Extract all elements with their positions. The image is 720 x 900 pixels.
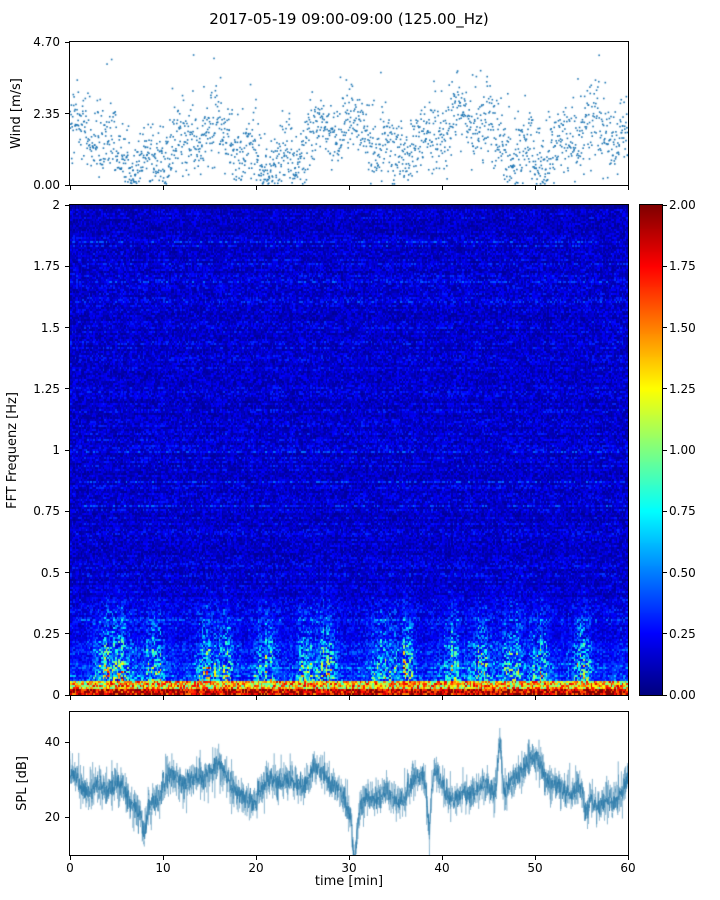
y-tick-label: 0.75 bbox=[33, 504, 60, 519]
x-tick-mark bbox=[348, 856, 350, 860]
y-tick-label: 0.25 bbox=[33, 626, 60, 641]
x-tick-label: 60 bbox=[620, 861, 636, 875]
x-tick-label: 40 bbox=[434, 861, 450, 875]
y-tick-mark bbox=[65, 41, 69, 43]
x-tick-mark bbox=[441, 186, 443, 190]
y-tick-label: 20 bbox=[44, 810, 60, 825]
colorbar-tick-label: 0.25 bbox=[669, 626, 696, 641]
y-tick-mark bbox=[65, 572, 69, 573]
x-tick-mark bbox=[69, 856, 71, 860]
y-tick-mark bbox=[65, 184, 69, 186]
x-tick-label: 10 bbox=[155, 861, 171, 875]
x-axis-label: time [min] bbox=[314, 874, 384, 889]
y-tick-label: 2 bbox=[52, 198, 60, 212]
colorbar-tick-mark bbox=[663, 694, 667, 696]
x-tick-mark bbox=[441, 856, 443, 860]
colorbar-tick-label: 0.00 bbox=[669, 688, 696, 702]
y-tick-label: 0 bbox=[52, 688, 60, 702]
y-tick-mark bbox=[65, 113, 69, 114]
y-tick-label: 1.75 bbox=[33, 259, 60, 274]
x-tick-mark bbox=[534, 696, 536, 700]
y-tick-mark bbox=[65, 816, 69, 818]
y-tick-label: 2.35 bbox=[33, 106, 60, 121]
y-tick-mark bbox=[65, 510, 69, 512]
y-tick-mark bbox=[65, 204, 69, 206]
colorbar-tick-label: 2.00 bbox=[669, 198, 696, 212]
y-tick-label: 4.70 bbox=[33, 35, 60, 49]
x-tick-mark bbox=[162, 696, 164, 700]
colorbar-tick-mark bbox=[663, 572, 667, 573]
colorbar-tick-label: 0.75 bbox=[669, 504, 696, 519]
x-tick-label: 0 bbox=[66, 861, 74, 875]
y-tick-label: 1.25 bbox=[33, 381, 60, 396]
x-tick-mark bbox=[255, 186, 257, 190]
spl-y-axis-label: SPL [dB] bbox=[10, 712, 34, 855]
colorbar-tick-label: 1.75 bbox=[669, 259, 696, 274]
spl-line-plot bbox=[69, 711, 629, 856]
colorbar-tick-mark bbox=[663, 204, 667, 206]
y-tick-label: 0.5 bbox=[40, 565, 60, 580]
x-tick-mark bbox=[162, 186, 164, 190]
y-tick-mark bbox=[65, 327, 69, 328]
figure-title: 2017-05-19 09:00-09:00 (125.00_Hz) bbox=[209, 10, 489, 28]
colorbar-tick-mark bbox=[663, 510, 667, 512]
y-tick-label: 1 bbox=[52, 443, 60, 457]
y-tick-label: 40 bbox=[44, 735, 60, 750]
y-tick-mark bbox=[65, 741, 69, 743]
colorbar-tick-label: 1.00 bbox=[669, 443, 696, 457]
x-tick-mark bbox=[534, 856, 536, 860]
y-tick-mark bbox=[65, 388, 69, 390]
colorbar-tick-label: 0.50 bbox=[669, 565, 696, 580]
colorbar-tick-label: 1.25 bbox=[669, 381, 696, 396]
x-tick-mark bbox=[69, 696, 71, 700]
y-tick-label: 1.5 bbox=[40, 320, 60, 335]
y-tick-label: 0.00 bbox=[33, 178, 60, 192]
wind-scatter-plot bbox=[69, 41, 629, 186]
colorbar-tick-mark bbox=[663, 633, 667, 635]
y-tick-mark bbox=[65, 265, 69, 267]
x-tick-mark bbox=[255, 856, 257, 860]
x-tick-mark bbox=[627, 186, 629, 190]
x-tick-mark bbox=[627, 856, 629, 860]
y-tick-mark bbox=[65, 633, 69, 635]
x-tick-mark bbox=[441, 696, 443, 700]
x-tick-mark bbox=[627, 696, 629, 700]
x-tick-label: 30 bbox=[341, 861, 357, 875]
y-tick-mark bbox=[65, 694, 69, 696]
y-tick-mark bbox=[65, 449, 69, 451]
x-tick-label: 20 bbox=[248, 861, 264, 875]
x-tick-mark bbox=[255, 696, 257, 700]
x-tick-mark bbox=[534, 186, 536, 190]
spl-y-axis-label-text: SPL [dB] bbox=[14, 756, 30, 811]
colorbar-tick-mark bbox=[663, 388, 667, 390]
x-tick-mark bbox=[69, 186, 71, 190]
x-tick-mark bbox=[162, 856, 164, 860]
spectrogram-plot bbox=[69, 204, 629, 696]
colorbar-tick-mark bbox=[663, 265, 667, 267]
x-tick-label: 50 bbox=[527, 861, 543, 875]
colorbar-tick-label: 1.50 bbox=[669, 320, 696, 335]
colorbar bbox=[639, 204, 663, 696]
x-tick-mark bbox=[348, 696, 350, 700]
x-tick-mark bbox=[348, 186, 350, 190]
colorbar-tick-mark bbox=[663, 449, 667, 451]
colorbar-tick-mark bbox=[663, 327, 667, 328]
